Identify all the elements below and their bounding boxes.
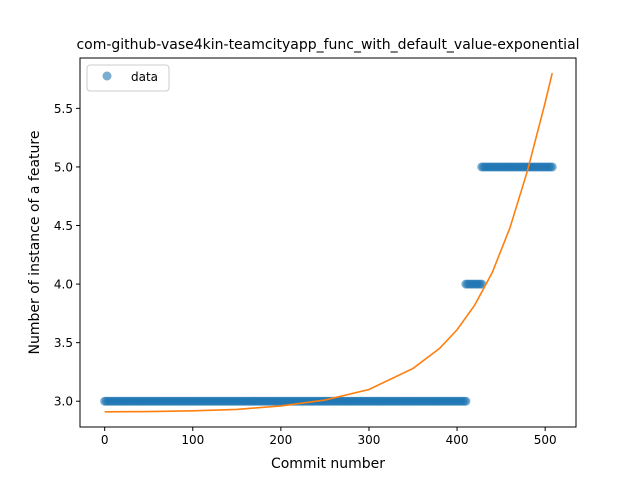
x-tick-label: 500 bbox=[534, 433, 557, 447]
plot-area bbox=[100, 73, 557, 413]
y-tick-label: 3.0 bbox=[54, 395, 73, 409]
x-tick-label: 400 bbox=[446, 433, 469, 447]
data-point bbox=[461, 396, 471, 406]
x-axis: 0 100 200 300 400 500 bbox=[101, 427, 557, 447]
y-tick-label: 5.5 bbox=[54, 102, 73, 116]
y-tick-label: 5.0 bbox=[54, 160, 73, 174]
x-tick-label: 100 bbox=[181, 433, 204, 447]
x-tick-label: 300 bbox=[358, 433, 381, 447]
legend-label-data: data bbox=[131, 70, 158, 84]
x-tick-label: 0 bbox=[101, 433, 109, 447]
y-tick-label: 4.5 bbox=[54, 219, 73, 233]
axes-frame bbox=[79, 57, 577, 428]
legend-box bbox=[86, 64, 170, 92]
legend: data bbox=[86, 64, 170, 92]
legend-marker-data bbox=[102, 71, 112, 81]
exponential-fit-line bbox=[104, 73, 553, 413]
y-tick-label: 3.5 bbox=[54, 336, 73, 350]
y-tick-label: 4.0 bbox=[54, 278, 73, 292]
x-tick-label: 200 bbox=[269, 433, 292, 447]
y-axis-label: Number of instance of a feature bbox=[27, 131, 43, 355]
chart-title: com-github-vase4kin-teamcityapp_func_wit… bbox=[76, 37, 579, 53]
data-point bbox=[547, 162, 557, 172]
y-axis: 3.0 3.5 4.0 4.5 5.0 5.5 bbox=[54, 102, 80, 409]
x-axis-label: Commit number bbox=[271, 456, 385, 472]
